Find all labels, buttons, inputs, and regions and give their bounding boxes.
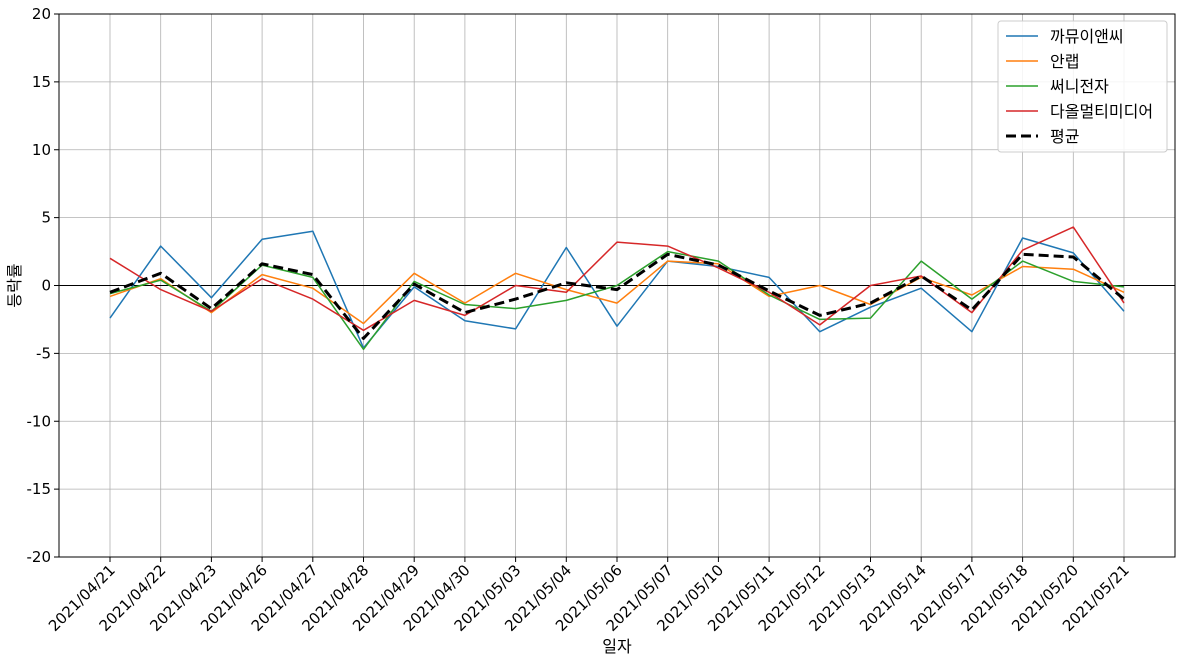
x-axis-label: 일자 (602, 637, 632, 656)
y-tick-label: -20 (27, 548, 52, 566)
y-tick-label: -10 (27, 412, 52, 430)
series-layer (109, 226, 1125, 351)
y-tick-label: 15 (32, 73, 51, 91)
legend-label-0: 까뮤이앤씨 (1050, 27, 1124, 46)
y-tick-label: 5 (41, 209, 51, 227)
legend-label-1: 안랩 (1050, 52, 1079, 71)
y-tick-label: 20 (32, 5, 51, 23)
y-tick-label: -5 (36, 344, 51, 362)
y-axis-label: 등락률 (5, 263, 24, 307)
series-line-1 (109, 260, 1125, 325)
series-line-0 (109, 230, 1125, 349)
x-tick-labels: 2021/04/212021/04/222021/04/232021/04/26… (45, 557, 1133, 635)
legend-label-4: 평균 (1050, 127, 1079, 146)
y-tick-label: -15 (27, 480, 52, 498)
y-tick-label: 10 (32, 141, 51, 159)
legend-box (997, 20, 1168, 153)
y-tick-labels: -20 -15 -10 -5 0 5 10 15 20 (27, 5, 59, 566)
y-tick-label: 0 (41, 277, 51, 295)
series-line-2 (109, 250, 1125, 351)
legend-label-2: 써니전자 (1050, 77, 1109, 96)
legend-label-3: 다올멀티미디어 (1050, 102, 1153, 121)
series-line-4 (109, 252, 1125, 340)
